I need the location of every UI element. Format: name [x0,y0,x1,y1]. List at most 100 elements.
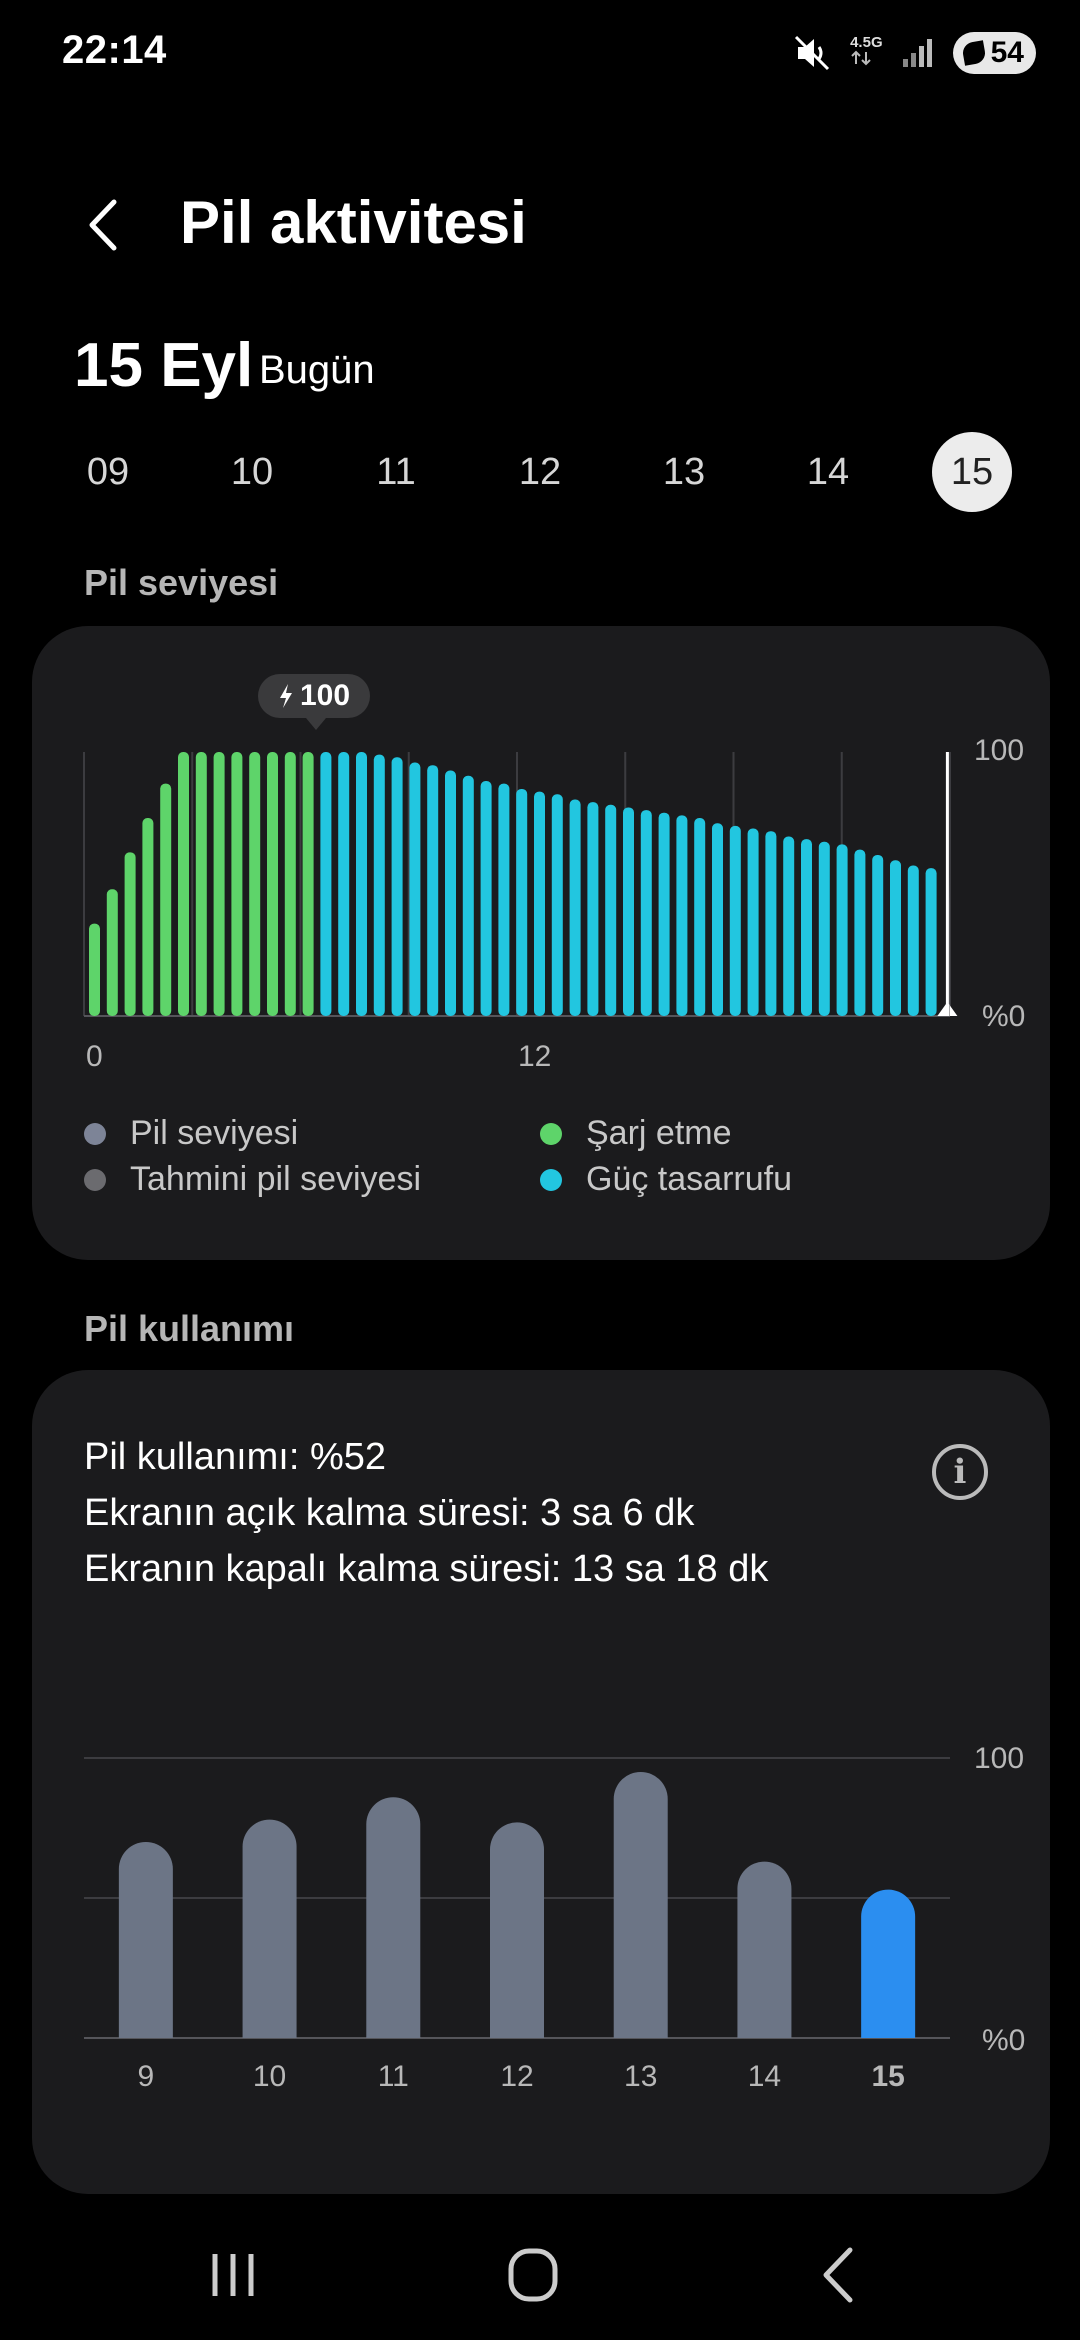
day-14[interactable]: 14 [806,450,850,493]
bar-power-saving [391,757,403,1016]
legend-dot [540,1122,562,1145]
bar-power-saving [427,765,439,1016]
usage-y-axis-bottom-label: %0 [982,2024,1025,2057]
bar-power-saving [872,854,884,1016]
bar-power-saving [605,804,617,1016]
back-button[interactable] [70,190,140,260]
bar-power-saving [925,868,937,1016]
bar-power-saving [640,810,652,1016]
legend-label: Pil seviyesi [130,1114,299,1152]
data-arrows-icon [851,50,871,66]
page-title: Pil aktivitesi [180,189,527,256]
bar-charging [267,752,278,1016]
bar-power-saving [480,781,492,1016]
usage-x-label: 14 [748,2060,781,2093]
usage-bar-14 [737,1861,792,2038]
usage-x-label: 15 [871,2060,904,2093]
usage-bar-10 [242,1819,297,2038]
bar-power-saving [890,860,901,1016]
current-time-arrow [937,1002,958,1016]
legend-label: Şarj etme [586,1114,732,1152]
bar-charging [284,752,296,1016]
usage-bar-11 [366,1797,421,2038]
battery-usage-section-label: Pil kullanımı [84,1308,295,1349]
usage-x-label: 12 [500,2060,533,2093]
bar-charging [213,752,225,1016]
legend-battery-level: Pil seviyesi [84,1114,298,1153]
bar-charging [249,752,261,1016]
legend-dot [540,1168,562,1191]
nav-back-button[interactable] [794,2240,884,2310]
usage-x-label: 10 [253,2060,286,2093]
bar-power-saving [338,752,350,1016]
battery-level-section-label: Pil seviyesi [84,562,279,603]
usage-x-label: 9 [138,2060,155,2093]
mute-icon [795,35,830,71]
bar-power-saving [587,802,599,1016]
usage-x-label: 13 [624,2060,657,2093]
bar-power-saving [445,770,456,1016]
bar-power-saving [801,839,812,1016]
bar-power-saving [907,865,919,1016]
bar-power-saving [320,752,332,1016]
battery-percent: 54 [990,36,1024,69]
usage-x-label: 11 [378,2060,409,2093]
bar-power-saving [551,794,563,1016]
bar-charging [124,852,136,1016]
recent-apps-button[interactable] [188,2240,278,2310]
home-button[interactable] [488,2240,578,2310]
screen-off-time-text: Ekranın kapalı kalma süresi: 13 sa 18 dk [84,1548,769,1590]
home-icon [508,2248,558,2302]
y-axis-top-label: 100 [974,734,1024,767]
bar-power-saving [765,831,777,1016]
bar-charging [178,752,189,1016]
x-axis-label-mid: 12 [518,1040,551,1073]
status-icons: 4.5G 54 [792,28,1036,78]
bar-power-saving [498,783,510,1016]
bar-power-saving [658,812,670,1016]
legend-estimated-level: Tahmini pil seviyesi [84,1160,421,1199]
x-axis-label-start: 0 [86,1040,103,1073]
back-chevron-icon [823,2247,853,2303]
bar-power-saving [569,799,581,1016]
estimated-level-area [949,873,950,1016]
date-subtitle: Bugün [259,348,375,392]
chevron-left-icon [89,199,117,251]
bar-power-saving [747,828,759,1016]
usage-bar-12 [490,1822,544,2038]
legend-dot [84,1168,106,1191]
day-13[interactable]: 13 [662,450,706,493]
bar-power-saving [854,849,866,1016]
bar-charging [160,783,172,1016]
battery-indicator: 54 [952,32,1036,74]
bar-power-saving [409,762,421,1016]
day-10[interactable]: 10 [230,450,274,493]
bar-power-saving [623,807,634,1016]
status-time: 22:14 [62,28,167,72]
legend-power-saving: Güç tasarrufu [540,1160,792,1199]
bar-power-saving [836,844,848,1016]
usage-bar-15 [861,1889,916,2038]
usage-bar-9 [118,1842,173,2038]
usage-bar-13 [613,1772,668,2038]
legend-label: Tahmini pil seviyesi [130,1160,421,1198]
day-09[interactable]: 09 [86,450,130,493]
day-15[interactable]: 15 [932,432,1012,512]
bar-power-saving [676,815,688,1016]
charging-bolt-icon [279,684,292,708]
bar-power-saving [818,841,830,1016]
network-label: 4.5G [850,34,883,51]
bar-power-saving [462,775,474,1016]
usage-y-axis-top-label: 100 [974,1742,1024,1775]
day-12[interactable]: 12 [518,450,562,493]
legend-label: Güç tasarrufu [586,1160,792,1198]
max-level-badge: 100 [258,674,370,730]
network-indicator: 4.5G [850,35,883,71]
bar-power-saving [729,825,741,1016]
info-icon[interactable]: i [932,1444,988,1500]
bar-power-saving [516,788,528,1016]
bar-charging [231,752,243,1016]
day-11[interactable]: 11 [376,450,416,493]
bar-power-saving [534,791,545,1016]
